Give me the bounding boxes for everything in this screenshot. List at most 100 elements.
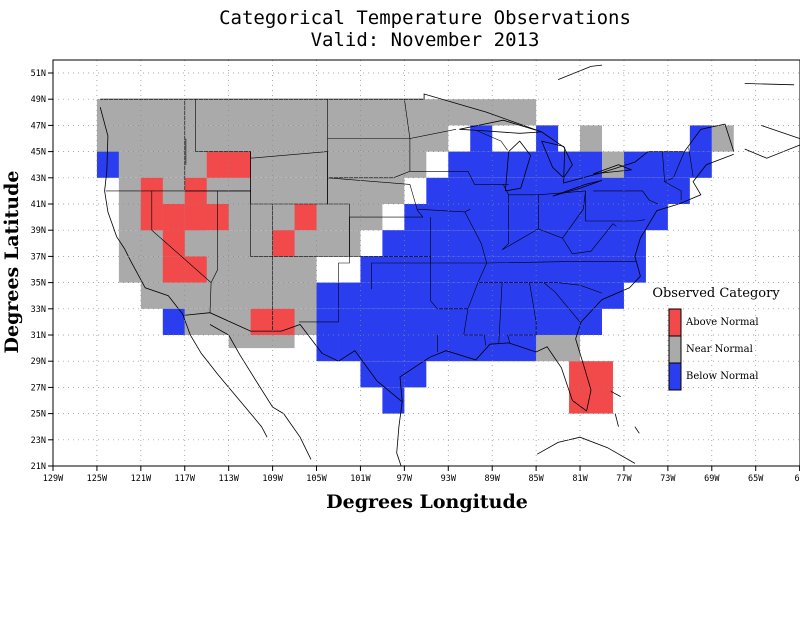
- grid-cell: [96, 151, 119, 178]
- y-tick-label: 25N: [31, 410, 46, 420]
- x-axis-title: Degrees Longitude: [326, 491, 528, 513]
- legend-items: Above Normal Near Normal Below Normal: [668, 308, 759, 391]
- x-tick-label: 61: [795, 474, 800, 484]
- chart-subtitle: Valid: November 2013: [311, 29, 540, 51]
- x-tick-label: 113W: [218, 474, 239, 484]
- legend-swatch: [668, 308, 682, 337]
- coastline: [744, 83, 795, 86]
- grid-cell: [316, 308, 339, 362]
- x-tick-label: 89W: [485, 474, 501, 484]
- chart-title: Categorical Temperature Observations: [219, 7, 631, 29]
- y-tick-label: 23N: [31, 436, 46, 446]
- grid-cell: [316, 282, 624, 309]
- y-tick-label: 47N: [31, 121, 46, 131]
- grid-cell: [580, 125, 602, 152]
- legend-title: Observed Category: [652, 286, 780, 301]
- state-border: [562, 223, 617, 255]
- grid-cell: [228, 335, 295, 349]
- grid-cell: [360, 256, 646, 283]
- coastline: [614, 413, 619, 427]
- grid-cell: [96, 99, 537, 126]
- y-axis-title: Degrees Latitude: [1, 171, 23, 354]
- grid-cell: [338, 308, 602, 335]
- x-tick-label: 73W: [660, 474, 676, 484]
- y-tick-label: 33N: [31, 305, 46, 315]
- grid-cell: [689, 125, 712, 152]
- legend-label: Near Normal: [686, 344, 753, 355]
- coastline: [610, 390, 621, 397]
- x-tick-label: 121W: [131, 474, 152, 484]
- state-border: [404, 99, 457, 139]
- x-tick-label: 65W: [748, 474, 764, 484]
- grid-cell: [602, 151, 624, 178]
- x-tick-label: 125W: [87, 474, 108, 484]
- grid-cell: [162, 308, 185, 335]
- state-border: [151, 190, 212, 283]
- grid-cell: [382, 230, 646, 257]
- grid-cell: [118, 230, 361, 257]
- x-tick-label: 97W: [397, 474, 413, 484]
- state-border: [543, 282, 581, 323]
- y-tick-label: 51N: [31, 69, 46, 79]
- legend: Observed Category Above Normal Near Norma…: [637, 283, 797, 391]
- state-border: [195, 99, 328, 159]
- coastline: [182, 313, 268, 438]
- x-tick-label: 77W: [616, 474, 632, 484]
- x-tick-label: 117W: [175, 474, 196, 484]
- y-tick-label: 29N: [31, 357, 46, 367]
- state-border: [688, 147, 694, 177]
- coastline: [209, 324, 312, 460]
- coastline: [552, 180, 603, 197]
- state-border: [593, 190, 659, 205]
- coastline: [183, 312, 403, 403]
- y-tick-label: 31N: [31, 331, 46, 341]
- state-border: [430, 217, 438, 309]
- legend-swatch: [668, 362, 682, 391]
- y-tick-label: 21N: [31, 462, 46, 472]
- coastline: [557, 64, 603, 80]
- x-tick-label: 69W: [704, 474, 720, 484]
- coastline: [575, 153, 734, 340]
- legend-title-background: [637, 283, 797, 301]
- state-border: [430, 261, 636, 264]
- grid-cell: [404, 204, 668, 231]
- y-tick-label: 39N: [31, 226, 46, 236]
- x-tick-label: 129W: [43, 474, 64, 484]
- legend-swatch: [668, 335, 682, 364]
- grid-cell: [536, 335, 581, 362]
- coastline: [744, 144, 800, 159]
- coastline: [459, 119, 542, 134]
- x-tick-label: 85W: [528, 474, 544, 484]
- plot-frame: [52, 59, 800, 467]
- coastline: [100, 93, 735, 184]
- coastline: [399, 338, 592, 412]
- state-border: [409, 171, 509, 185]
- coastline: [505, 140, 532, 192]
- coastline: [634, 426, 640, 434]
- state-border: [463, 211, 488, 346]
- geography-lines: [99, 64, 800, 467]
- state-border: [477, 282, 603, 294]
- grid-cell: [360, 361, 427, 388]
- y-tick-label: 41N: [31, 200, 46, 210]
- state-border: [299, 99, 350, 323]
- grid-cell: [382, 387, 405, 414]
- grid-cell: [711, 125, 734, 152]
- x-tick-label: 101W: [350, 474, 371, 484]
- coastline: [396, 401, 403, 467]
- grid-cell: [294, 204, 317, 231]
- state-border: [209, 190, 218, 313]
- longitude-ticks: 129W 125W 121W 117W 113W 109W 105W 101W 97W 93W 89…: [43, 466, 800, 484]
- state-border: [662, 151, 682, 201]
- state-border: [327, 177, 424, 218]
- grid-cell: [470, 125, 493, 152]
- coastline: [541, 140, 573, 179]
- grid-cell: [426, 177, 690, 204]
- y-tick-label: 43N: [31, 174, 46, 184]
- coastline: [99, 106, 183, 315]
- grid-cell: [536, 125, 559, 152]
- state-border: [501, 194, 539, 251]
- legend-label: Below Normal: [686, 371, 758, 382]
